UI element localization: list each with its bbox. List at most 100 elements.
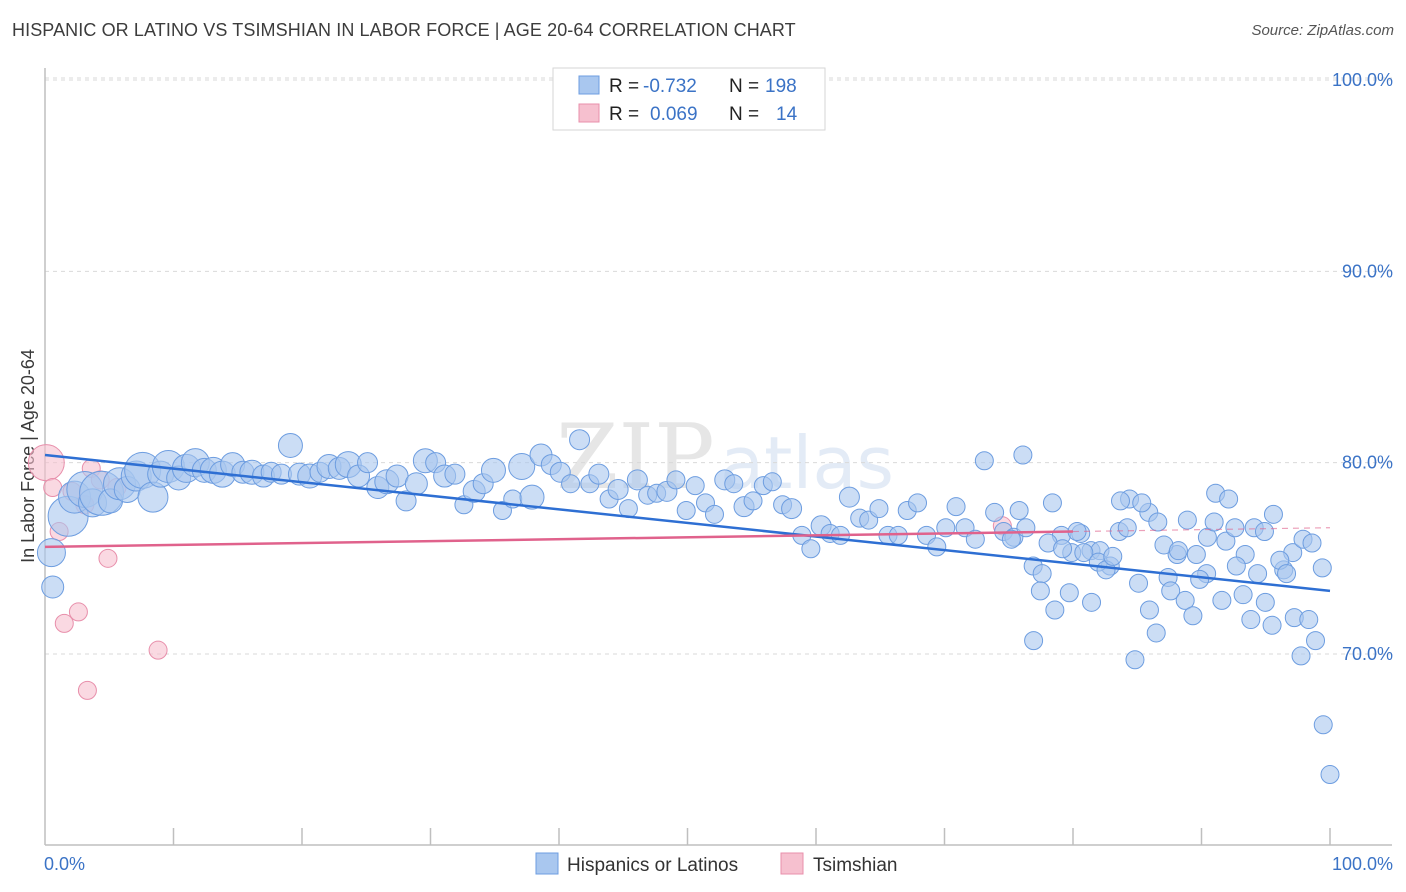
hispanic-point xyxy=(1183,606,1203,626)
hispanic-point xyxy=(838,486,860,508)
x-ticks xyxy=(172,828,1331,845)
hispanic-point xyxy=(607,478,629,500)
source-credit: Source: ZipAtlas.com xyxy=(1251,22,1394,39)
hispanic-point xyxy=(1103,546,1123,566)
hispanic-point xyxy=(519,484,545,510)
legend-r-label-1: R = xyxy=(609,76,639,97)
hispanic-point xyxy=(1148,512,1168,532)
hispanic-point xyxy=(1146,623,1166,643)
tsimshian-point xyxy=(68,602,88,622)
hispanic-point xyxy=(1009,501,1029,520)
hispanic-point xyxy=(801,539,821,559)
hispanic-point xyxy=(1226,556,1246,576)
hispanic-point xyxy=(626,469,648,491)
hispanic-point xyxy=(1306,631,1326,651)
hispanic-point xyxy=(1291,646,1311,666)
hispanic-point xyxy=(1204,512,1224,532)
hispanic-point xyxy=(1168,541,1188,561)
hispanic-point xyxy=(685,476,705,496)
hispanic-point xyxy=(1110,491,1130,511)
hispanic-point xyxy=(1216,531,1236,551)
watermark-zip: ZIP xyxy=(556,405,715,510)
hispanic-point xyxy=(1030,581,1050,601)
hispanic-point xyxy=(781,498,803,520)
hispanic-point xyxy=(1312,558,1332,578)
tsimshian-point xyxy=(27,444,65,482)
hispanic-point xyxy=(1045,600,1065,620)
y-tick-labels: 70.0% 80.0% 90.0% 100.0% xyxy=(1332,70,1393,664)
hispanic-point xyxy=(1262,615,1282,635)
hispanic-point xyxy=(444,463,466,485)
hispanic-point xyxy=(1225,518,1245,538)
hispanic-point xyxy=(1313,715,1333,735)
hispanic-point xyxy=(946,497,966,517)
hispanic-point xyxy=(1263,504,1283,524)
hispanic-point xyxy=(561,474,581,494)
hispanic-point xyxy=(666,470,686,490)
correlation-legend: R = -0.732 N = 198 R = 0.069 N = 14 xyxy=(552,67,826,131)
hispanic-point xyxy=(1032,564,1052,584)
hispanic-point xyxy=(395,490,417,512)
hispanic-point xyxy=(1302,533,1322,553)
hispanic-point xyxy=(357,452,379,474)
hispanic-trend-line xyxy=(44,453,1331,593)
hispanic-point xyxy=(965,529,985,549)
x-tick-label-max: 100.0% xyxy=(1332,854,1393,874)
hispanic-point xyxy=(1125,650,1145,670)
bottom-legend-label-tsimshian: Tsimshian xyxy=(813,855,897,876)
y-tick-label: 100.0% xyxy=(1332,70,1393,90)
hispanic-point xyxy=(1177,510,1197,530)
tsimshian-point xyxy=(54,613,74,633)
hispanic-point xyxy=(676,501,696,520)
hispanic-point xyxy=(985,502,1005,522)
x-tick-label-min: 0.0% xyxy=(44,854,85,874)
hispanic-point xyxy=(1053,539,1073,559)
hispanic-point xyxy=(569,429,591,451)
hispanic-point xyxy=(1320,765,1340,785)
hispanic-point xyxy=(908,493,928,513)
hispanic-point xyxy=(1016,518,1036,538)
legend-n-label-1: N = xyxy=(729,76,759,97)
legend-r-label-2: R = xyxy=(609,104,639,125)
hispanic-point xyxy=(1129,573,1149,593)
y-axis-label: In Labor Force | Age 20-64 xyxy=(18,349,38,563)
hispanic-point xyxy=(1074,543,1094,563)
hispanic-point xyxy=(1013,445,1033,465)
trend-lines xyxy=(44,453,1331,593)
series-legend: Hispanics or Latinos Tsimshian xyxy=(535,852,897,876)
hispanic-point xyxy=(1024,631,1044,651)
hispanic-point xyxy=(1248,564,1268,584)
hispanic-point xyxy=(1299,610,1319,630)
hispanic-point xyxy=(385,464,409,488)
tsimshian-point xyxy=(77,680,97,700)
hispanic-point xyxy=(724,474,744,494)
hispanic-point xyxy=(1161,581,1181,601)
legend-n-label-2: N = xyxy=(729,104,759,125)
tsimshian-point xyxy=(98,548,118,568)
hispanic-points xyxy=(36,429,1340,785)
hispanic-point xyxy=(1175,590,1195,610)
legend-swatch-blue xyxy=(578,75,600,95)
hispanic-point xyxy=(743,491,763,511)
bottom-legend-swatch-blue xyxy=(535,852,559,875)
hispanic-point xyxy=(704,504,724,524)
hispanic-point xyxy=(762,472,782,492)
legend-swatch-pink xyxy=(578,103,600,123)
bottom-legend-label-hispanic: Hispanics or Latinos xyxy=(567,855,738,876)
legend-r-value-2: 0.069 xyxy=(650,104,698,125)
hispanic-point xyxy=(1117,518,1137,538)
bottom-legend-swatch-pink xyxy=(780,852,804,875)
y-tick-label: 90.0% xyxy=(1342,261,1393,281)
hispanic-point xyxy=(974,451,994,471)
hispanic-point xyxy=(1190,569,1210,589)
hispanic-point xyxy=(869,499,889,519)
legend-n-value-1: 198 xyxy=(765,76,797,97)
hispanic-point xyxy=(588,463,610,485)
hispanic-point xyxy=(1254,522,1274,542)
hispanic-point xyxy=(404,472,428,496)
legend-r-value-1: -0.732 xyxy=(643,76,697,97)
hispanic-point xyxy=(508,452,536,480)
hispanic-point xyxy=(1139,600,1159,620)
tsimshian-point xyxy=(148,640,168,660)
hispanic-point xyxy=(1255,592,1275,612)
